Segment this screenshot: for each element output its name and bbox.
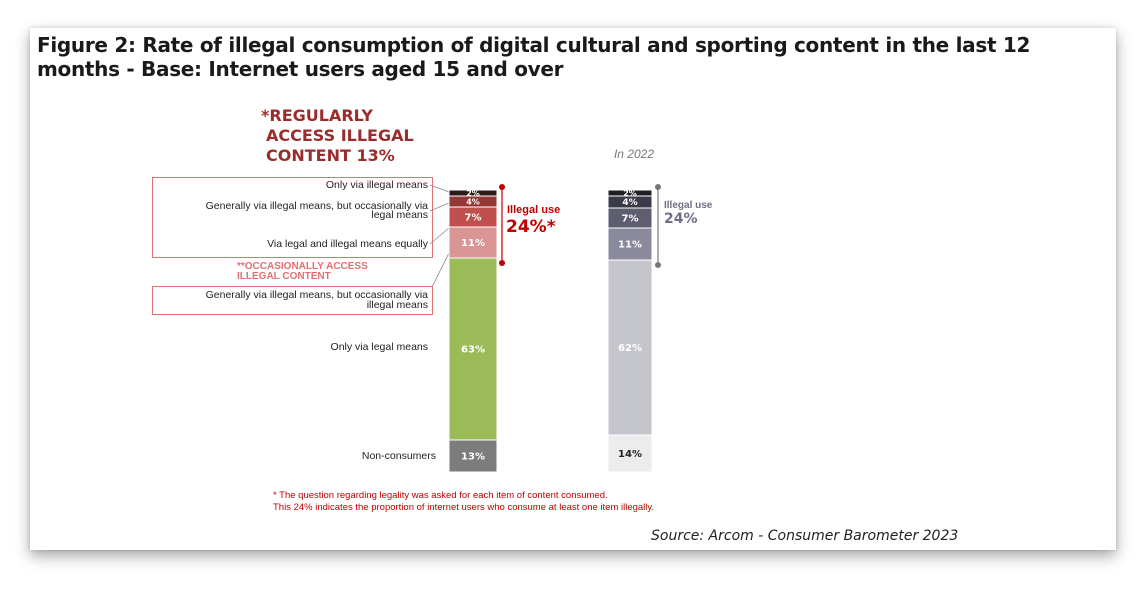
series-label-non-consumers: Non-consumers — [362, 450, 436, 462]
series-label-only-legal: Only via legal means — [331, 341, 428, 353]
series-label-generally-line-1: Generally via illegal means, but occasio… — [206, 200, 429, 212]
regular-access-title-line-3: CONTENT 13% — [266, 146, 395, 165]
illegal-use-label-2023: Illegal use — [507, 204, 560, 216]
series-label-equally: Via legal and illegal means equally — [267, 238, 429, 250]
bar-segment-2022-1 — [607, 259, 653, 436]
value-label-2022-2: 11% — [618, 240, 642, 251]
footnote-line-2: This 24% indicates the proportion of int… — [273, 502, 654, 513]
occasional-box-label-line-1: Generally via illegal means, but occasio… — [206, 289, 429, 301]
leader-line-generally — [429, 202, 450, 212]
regular-access-title-line-1: *REGULARLY — [261, 106, 373, 125]
occasional-access-line-1: **OCCASIONALLY ACCESS — [237, 261, 368, 272]
bar-segment-2022-5 — [607, 189, 653, 197]
series-label-generally-line-2: legal means — [371, 209, 428, 221]
illegal-use-label-2022: Illegal use — [664, 200, 713, 211]
regular-access-box — [152, 177, 433, 258]
occasional-access-line-2: ILLEGAL CONTENT — [237, 271, 331, 282]
leader-line-only-illegal — [429, 184, 450, 193]
value-label-2022-3: 7% — [622, 214, 639, 225]
leader-line-occasional — [431, 252, 450, 288]
bar-segment-2022-0 — [607, 434, 653, 473]
value-label-2022-0: 14% — [618, 449, 642, 460]
bar-segment-2023-1 — [448, 257, 498, 441]
illegal-use-bracket-2022-bottom — [655, 262, 661, 268]
value-label-2022-1: 62% — [618, 343, 642, 354]
bar-segment-2023-5 — [448, 189, 498, 197]
value-label-2023-0: 13% — [461, 452, 485, 463]
value-label-2023-4: 4% — [466, 197, 480, 206]
value-label-2022-4: 4% — [622, 198, 637, 208]
figure-card — [30, 28, 1116, 550]
source-note: Source: Arcom - Consumer Barometer 2023 — [651, 528, 959, 544]
value-label-2022-5: 2% — [623, 189, 637, 198]
page-title: Figure 2: Rate of illegal consumption of… — [37, 33, 1031, 81]
category-label-2022: In 2022 — [614, 147, 654, 161]
footnote-line-1: * The question regarding legality was as… — [273, 490, 608, 501]
leader-line-equally — [429, 227, 450, 245]
value-label-2023-5: 2% — [466, 189, 480, 198]
occasional-box-label-line-2: illegal means — [367, 299, 428, 311]
illegal-use-bracket-2022-top — [655, 184, 661, 190]
illegal-use-value-2022: 24% — [664, 211, 698, 227]
value-label-2023-3: 7% — [465, 213, 482, 224]
illegal-use-bracket-2023-bottom — [499, 260, 505, 266]
illegal-use-value-2023: 24%* — [506, 217, 556, 237]
value-label-2023-2: 11% — [461, 238, 485, 249]
regular-access-title-line-2: ACCESS ILLEGAL — [266, 126, 414, 145]
illegal-use-bracket-2023-top — [499, 184, 505, 190]
occasional-access-box — [152, 286, 433, 315]
series-label-only-illegal: Only via illegal means — [326, 179, 428, 191]
bar-segment-2023-2 — [448, 226, 498, 259]
value-label-2023-1: 63% — [461, 345, 485, 356]
